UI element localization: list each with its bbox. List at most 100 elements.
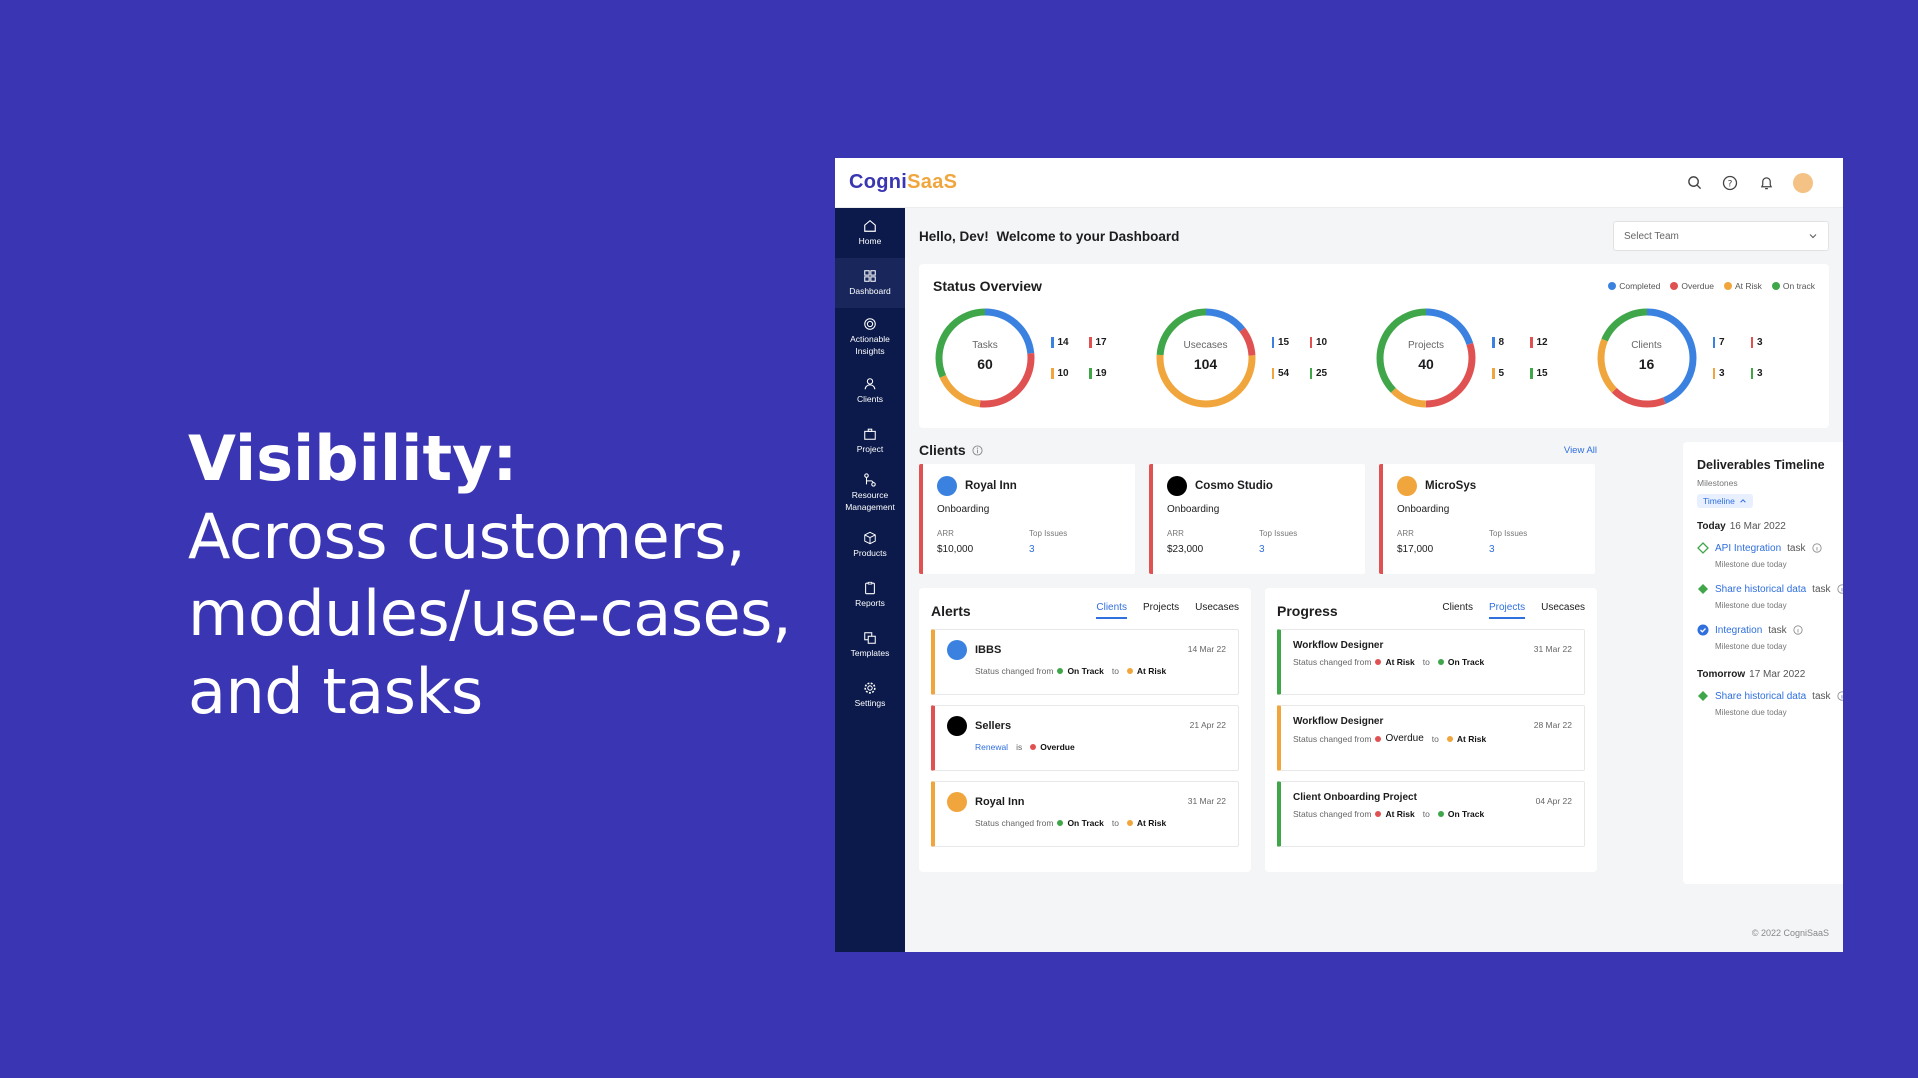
stat-overdue: 17 [1089, 337, 1127, 348]
tab-clients[interactable]: Clients [1096, 602, 1127, 619]
renewal-link[interactable]: Renewal [975, 742, 1009, 752]
status-overview: Status Overview Completed Overdue At Ris… [919, 264, 1829, 428]
sidebar-item-label: Clients [857, 393, 883, 404]
sidebar-item-project[interactable]: Project [835, 416, 905, 466]
tab-usecases[interactable]: Usecases [1195, 602, 1239, 613]
timeline-item[interactable]: Share historical data task Milestone due … [1697, 583, 1843, 610]
alert-date: 31 Mar 22 [1187, 796, 1226, 806]
logo-part-1: Cogni [849, 171, 908, 193]
sidebar-item-label: Actionable Insights [850, 334, 890, 356]
arr-label: ARR [937, 529, 954, 538]
sidebar-item-clients[interactable]: Clients [835, 366, 905, 416]
tab-usecases[interactable]: Usecases [1541, 602, 1585, 613]
headline: Visibility: Across customers, modules/us… [188, 420, 792, 730]
stat-overdue: 3 [1750, 337, 1789, 348]
milestone-due: Milestone due today [1715, 560, 1787, 569]
main-content: Hello, Dev! Welcome to your Dashboard Se… [905, 208, 1843, 952]
timeline-toggle[interactable]: Timeline [1697, 494, 1753, 508]
timeline-task-link[interactable]: API Integration [1715, 542, 1782, 554]
alert-item[interactable]: Sellers 21 Apr 22 Renewal is Overdue [931, 705, 1239, 771]
avatar[interactable] [1793, 172, 1813, 193]
tab-projects[interactable]: Projects [1142, 602, 1180, 613]
client-avatar [947, 716, 967, 736]
client-cards: Royal Inn Onboarding ARR Top Issues $10,0… [919, 464, 1597, 574]
team-select[interactable]: Select Team [1613, 221, 1829, 251]
client-card[interactable]: Cosmo Studio Onboarding ARR Top Issues $2… [1149, 464, 1365, 574]
donut-block-projects[interactable]: Projects 40 8 12 5 15 [1374, 306, 1595, 410]
client-issues-link[interactable]: 3 [1259, 544, 1265, 555]
donut-block-usecases[interactable]: Usecases 104 15 10 54 25 [1154, 306, 1375, 410]
info-icon[interactable] [1793, 625, 1803, 635]
progress-item[interactable]: Workflow Designer 31 Mar 22 Status change… [1277, 629, 1585, 695]
alert-item[interactable]: IBBS 14 Mar 22 Status changed from On Trac… [931, 629, 1239, 695]
client-issues-link[interactable]: 3 [1489, 544, 1495, 555]
top-bar: CogniSaaS ? [835, 158, 1843, 208]
progress-title: Progress [1277, 602, 1338, 619]
sidebar-item-products[interactable]: Products [835, 520, 905, 570]
logo[interactable]: CogniSaaS [849, 171, 957, 194]
stat-on-track: 19 [1089, 368, 1127, 379]
headline-title: Visibility: [188, 422, 518, 495]
donut-segment-on-track [1597, 308, 1696, 408]
info-icon[interactable] [972, 444, 983, 456]
donut-block-tasks[interactable]: Tasks 60 14 17 10 19 [933, 306, 1154, 410]
sidebar-item-resource-management[interactable]: Resource Management [835, 466, 905, 520]
client-issues-link[interactable]: 3 [1029, 544, 1035, 555]
donut-segment-overdue [1376, 308, 1476, 408]
bell-icon[interactable] [1757, 174, 1775, 192]
progress-date: 31 Mar 22 [1533, 644, 1572, 654]
sidebar-item-templates[interactable]: Templates [835, 620, 905, 670]
alert-item[interactable]: Royal Inn 31 Mar 22 Status changed from On… [931, 781, 1239, 847]
client-card[interactable]: MicroSys Onboarding ARR Top Issues $17,00… [1379, 464, 1595, 574]
progress-date: 04 Apr 22 [1535, 796, 1572, 806]
progress-panel: Progress Clients Projects Usecases Workf… [1265, 588, 1597, 872]
target-icon [864, 318, 876, 331]
milestone-due: Milestone due today [1715, 601, 1787, 610]
sidebar-item-reports[interactable]: Reports [835, 570, 905, 620]
headline-line-2: modules/use-cases, [188, 577, 792, 650]
stat-on-track: 3 [1750, 368, 1789, 379]
help-icon[interactable]: ? [1721, 174, 1739, 192]
copy-icon [864, 632, 876, 644]
timeline-title: Deliverables Timeline [1697, 458, 1825, 472]
logo-part-2: SaaS [907, 171, 958, 193]
client-card[interactable]: Royal Inn Onboarding ARR Top Issues $10,0… [919, 464, 1135, 574]
sidebar-item-home[interactable]: Home [835, 208, 905, 258]
timeline-task-link[interactable]: Share historical data [1715, 690, 1807, 702]
issues-label: Top Issues [1029, 529, 1068, 538]
donut-block-clients[interactable]: Clients 16 7 3 3 3 [1595, 306, 1816, 410]
timeline-task-link[interactable]: Integration [1715, 624, 1763, 636]
progress-name: Client Onboarding Project [1293, 792, 1417, 803]
stat-at-risk: 3 [1712, 368, 1751, 379]
alert-to: At Risk [1136, 666, 1167, 676]
sidebar: Home Dashboard Actionable Insights Clien… [835, 208, 905, 952]
timeline-item[interactable]: API Integration task Milestone due today [1697, 542, 1843, 569]
info-icon[interactable] [1836, 584, 1843, 594]
progress-name: Workflow Designer [1293, 716, 1384, 727]
sidebar-item-settings[interactable]: Settings [835, 670, 905, 720]
alert-date: 14 Mar 22 [1187, 644, 1226, 654]
task-word: task [1787, 542, 1806, 554]
info-icon[interactable] [1811, 543, 1822, 553]
progress-item[interactable]: Workflow Designer 28 Mar 22 Status change… [1277, 705, 1585, 771]
donut-stats: 7 3 3 3 [1712, 337, 1789, 379]
progress-prefix: Status changed from [1293, 657, 1372, 667]
sidebar-item-actionable-insights[interactable]: Actionable Insights [835, 308, 905, 366]
alert-mid: is [1016, 742, 1023, 752]
tab-projects[interactable]: Projects [1488, 602, 1526, 619]
timeline-task-link[interactable]: Share historical data [1715, 583, 1807, 595]
search-icon[interactable] [1685, 174, 1703, 192]
sidebar-item-dashboard[interactable]: Dashboard [835, 258, 905, 308]
progress-item[interactable]: Client Onboarding Project 04 Apr 22 Statu… [1277, 781, 1585, 847]
info-icon[interactable] [1836, 691, 1843, 701]
tab-clients[interactable]: Clients [1442, 602, 1473, 613]
timeline-item[interactable]: Share historical data task Milestone due … [1697, 690, 1843, 717]
sidebar-item-label: Resource Management [845, 490, 895, 512]
stat-at-risk: 5 [1492, 368, 1530, 379]
legend-on-track: On track [1771, 281, 1815, 291]
progress-from: At Risk [1385, 657, 1415, 667]
timeline-item[interactable]: Integration task Milestone due today [1697, 624, 1843, 651]
progress-date: 28 Mar 22 [1533, 720, 1572, 730]
donut-stats: 14 17 10 19 [1051, 337, 1127, 379]
view-all-link[interactable]: View All [1563, 444, 1597, 456]
